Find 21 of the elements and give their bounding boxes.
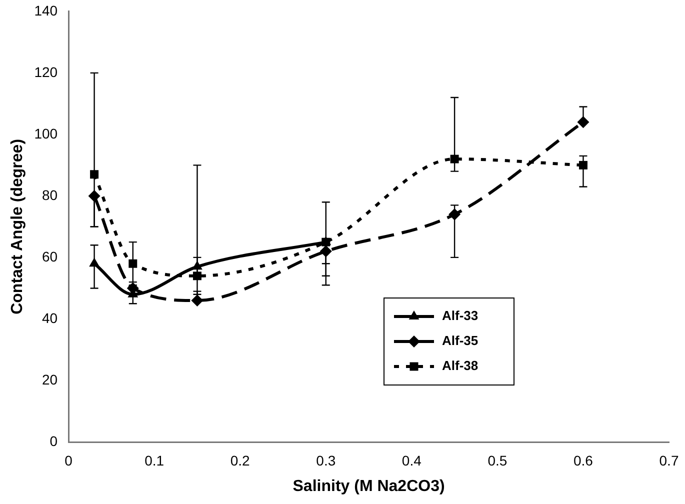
y-tick-label: 140 xyxy=(34,2,58,18)
x-tick-label: 0.6 xyxy=(573,452,594,468)
x-tick-label: 0.2 xyxy=(230,452,250,468)
x-tick-label: 0.4 xyxy=(402,452,422,468)
y-axis-title: Contact Angle (degree) xyxy=(9,138,26,314)
legend-label: Alf-38 xyxy=(442,358,478,374)
y-tick-label: 100 xyxy=(34,125,58,142)
legend-label: Alf-33 xyxy=(442,308,478,324)
y-tick-label: 20 xyxy=(42,371,58,388)
x-axis-title: Salinity (M Na2CO3) xyxy=(292,478,445,495)
y-tick-label: 120 xyxy=(34,64,58,80)
legend-label: Alf-35 xyxy=(442,333,478,348)
x-tick-label: 0.7 xyxy=(659,452,679,468)
y-tick-label: 80 xyxy=(42,186,58,203)
x-tick-label: 0.1 xyxy=(144,452,164,468)
x-tick-label: 0.3 xyxy=(316,452,336,468)
y-tick-label: 40 xyxy=(42,310,58,326)
x-tick-label: 0 xyxy=(64,452,73,468)
x-tick-label: 0.5 xyxy=(488,452,508,468)
y-tick-label: 60 xyxy=(42,248,58,264)
y-tick-label: 0 xyxy=(50,432,58,449)
